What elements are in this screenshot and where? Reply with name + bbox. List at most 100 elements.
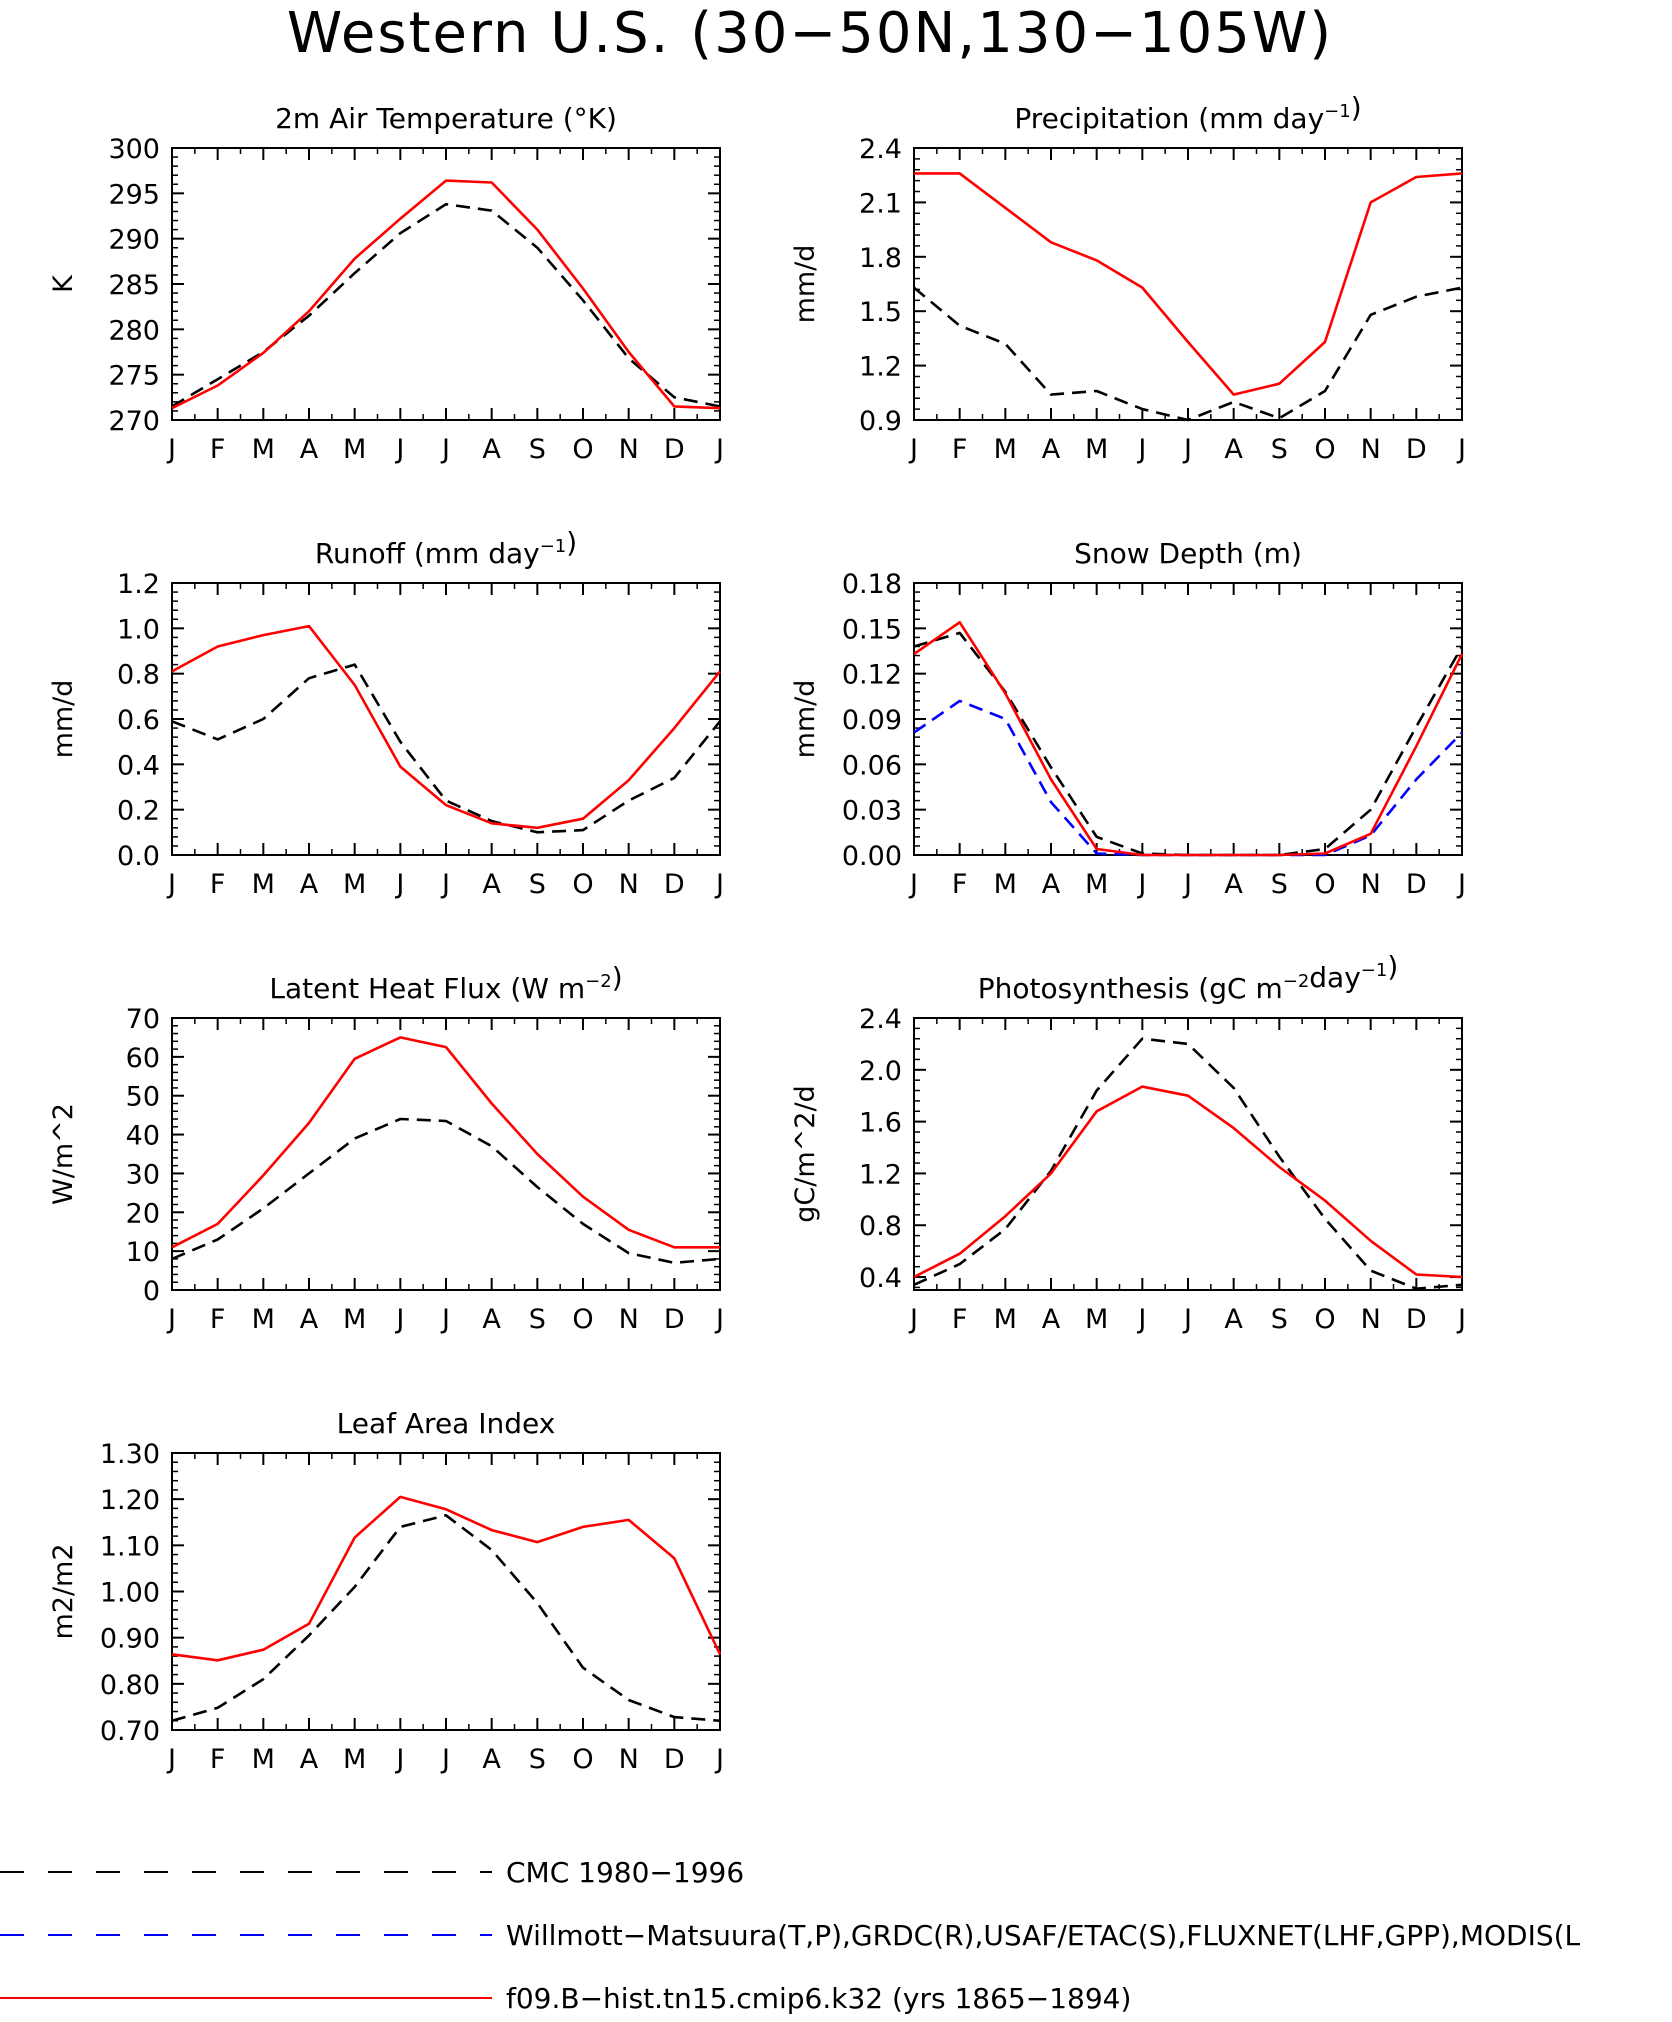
y-axis-label: mm/d: [48, 680, 79, 759]
x-tick-label: J: [908, 434, 918, 465]
x-tick-label: J: [440, 869, 450, 900]
y-tick-label: 0.15: [842, 614, 902, 645]
x-tick-label: A: [482, 434, 501, 465]
y-tick-label: 290: [108, 225, 160, 256]
x-tick-label: M: [252, 1744, 275, 1775]
x-tick-label: S: [529, 434, 546, 465]
y-axis-label: mm/d: [790, 680, 821, 759]
x-tick-label: J: [440, 434, 450, 465]
x-tick-label: M: [252, 434, 275, 465]
x-tick-label: J: [394, 434, 404, 465]
plot-frame: [171, 1017, 721, 1291]
y-tick-label: 1.2: [859, 1159, 902, 1190]
x-tick-label: O: [1314, 869, 1335, 900]
y-axis-label: gC/m^2/d: [790, 1085, 821, 1222]
x-tick-label: J: [1456, 1304, 1466, 1335]
x-tick-label: J: [166, 869, 176, 900]
y-tick-label: 280: [108, 315, 160, 346]
y-tick-label: 2.4: [859, 1004, 902, 1035]
panel-7: J F M A M J J A S O N D J0.700.800.901.001.101.201.3…: [48, 1407, 724, 1775]
y-tick-label: 0.90: [100, 1624, 160, 1655]
x-tick-label: A: [1224, 1304, 1243, 1335]
series-line-model: [171, 1495, 722, 1662]
x-tick-label: M: [252, 1304, 275, 1335]
x-tick-label: F: [210, 869, 226, 900]
x-tick-label: M: [343, 1744, 366, 1775]
x-tick-label: M: [1085, 1304, 1108, 1335]
y-tick-label: 1.2: [859, 352, 902, 383]
series-line-model: [171, 624, 722, 830]
series-line-model: [913, 620, 1464, 857]
x-tick-label: N: [619, 434, 639, 465]
x-tick-label: S: [529, 1304, 546, 1335]
y-tick-label: 20: [126, 1198, 160, 1229]
y-tick-label: 0.00: [842, 841, 902, 872]
x-tick-label: M: [994, 1304, 1017, 1335]
plot-frame: [171, 147, 721, 421]
y-tick-label: 1.6: [859, 1108, 902, 1139]
x-tick-label: J: [394, 1304, 404, 1335]
x-tick-label: S: [529, 869, 546, 900]
y-tick-label: 0.4: [117, 750, 160, 781]
x-tick-label: D: [1406, 1304, 1427, 1335]
x-tick-label: M: [343, 1304, 366, 1335]
y-tick-label: 300: [108, 134, 160, 165]
y-tick-label: 0.4: [859, 1263, 902, 1294]
x-tick-label: F: [952, 869, 968, 900]
x-tick-label: J: [1182, 869, 1192, 900]
legend: CMC 1980−1996 Willmott−Matsuura(T,P),GRDC…: [0, 1856, 1581, 2015]
y-tick-label: 0.12: [842, 660, 902, 691]
x-tick-label: N: [1361, 434, 1381, 465]
x-tick-label: S: [1271, 1304, 1288, 1335]
x-tick-label: A: [300, 1744, 319, 1775]
series-line-model: [914, 172, 1463, 396]
x-tick-label: J: [714, 434, 724, 465]
x-tick-label: F: [210, 1744, 226, 1775]
y-axis-label: m2/m2: [48, 1543, 79, 1639]
y-tick-label: 0.9: [859, 406, 902, 437]
x-tick-label: A: [1224, 869, 1243, 900]
x-tick-label: J: [166, 1744, 176, 1775]
x-tick-label: J: [714, 1304, 724, 1335]
y-tick-label: 40: [126, 1121, 160, 1152]
panel-title: Precipitation (mm day−1): [1014, 91, 1361, 135]
x-tick-label: M: [1085, 434, 1108, 465]
y-axis-label: mm/d: [790, 245, 821, 324]
x-tick-label: D: [664, 1304, 685, 1335]
x-tick-label: A: [300, 869, 319, 900]
y-tick-label: 0: [143, 1276, 160, 1307]
x-tick-label: F: [210, 1304, 226, 1335]
panel-title: Leaf Area Index: [337, 1407, 556, 1440]
x-tick-label: M: [1085, 869, 1108, 900]
panel-title: Latent Heat Flux (W m−2): [269, 961, 622, 1005]
x-tick-label: J: [714, 1744, 724, 1775]
y-tick-label: 1.2: [117, 569, 160, 600]
series-line-model: [171, 179, 721, 410]
y-tick-label: 10: [126, 1237, 160, 1268]
y-tick-label: 2.0: [859, 1056, 902, 1087]
plot-frame: [171, 1452, 721, 1731]
series-line-cmc: [913, 1037, 1463, 1290]
x-tick-label: J: [166, 434, 176, 465]
series-line-cmc: [171, 202, 721, 408]
y-tick-label: 1.00: [100, 1578, 160, 1609]
x-tick-label: A: [1042, 1304, 1061, 1335]
x-tick-label: N: [1361, 1304, 1381, 1335]
x-tick-label: M: [252, 869, 275, 900]
y-tick-label: 2.1: [859, 188, 902, 219]
y-tick-label: 0.8: [859, 1211, 902, 1242]
x-tick-label: J: [166, 1304, 176, 1335]
x-tick-label: D: [1406, 869, 1427, 900]
y-tick-label: 50: [126, 1082, 160, 1113]
series-line-model: [171, 1036, 720, 1249]
figure-title: Western U.S. (30−50N,130−105W): [287, 1, 1333, 66]
x-tick-label: N: [619, 1304, 639, 1335]
plot-frame: [171, 582, 721, 856]
y-tick-label: 1.5: [859, 297, 902, 328]
y-tick-label: 270: [108, 406, 160, 437]
x-tick-label: A: [482, 1744, 501, 1775]
x-tick-label: J: [394, 869, 404, 900]
x-tick-label: S: [1271, 434, 1288, 465]
y-tick-label: 2.4: [859, 134, 902, 165]
